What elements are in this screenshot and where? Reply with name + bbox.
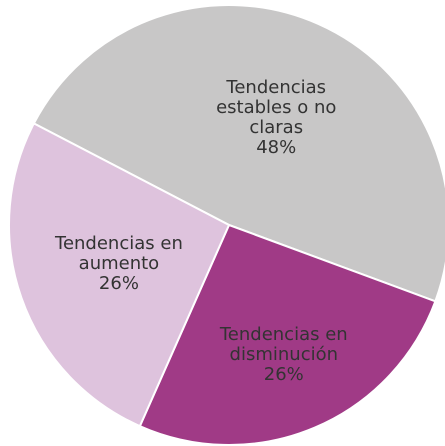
slice-label: Tendencias estables o no claras 48% bbox=[192, 78, 361, 158]
slice-value: 26% bbox=[98, 272, 139, 294]
slice-category: Tendencias en aumento bbox=[55, 232, 183, 274]
slice-value: 26% bbox=[263, 363, 304, 385]
slice-value: 48% bbox=[256, 137, 297, 159]
pie-slice bbox=[32, 4, 445, 303]
pie-slice bbox=[138, 223, 437, 446]
slice-category: Tendencias en disminución bbox=[219, 323, 348, 365]
slice-category: Tendencias estables o no claras bbox=[216, 77, 337, 139]
pie-slice bbox=[8, 122, 231, 428]
slice-label: Tendencias en disminución 26% bbox=[219, 323, 348, 385]
slice-label: Tendencias en aumento 26% bbox=[55, 232, 183, 294]
